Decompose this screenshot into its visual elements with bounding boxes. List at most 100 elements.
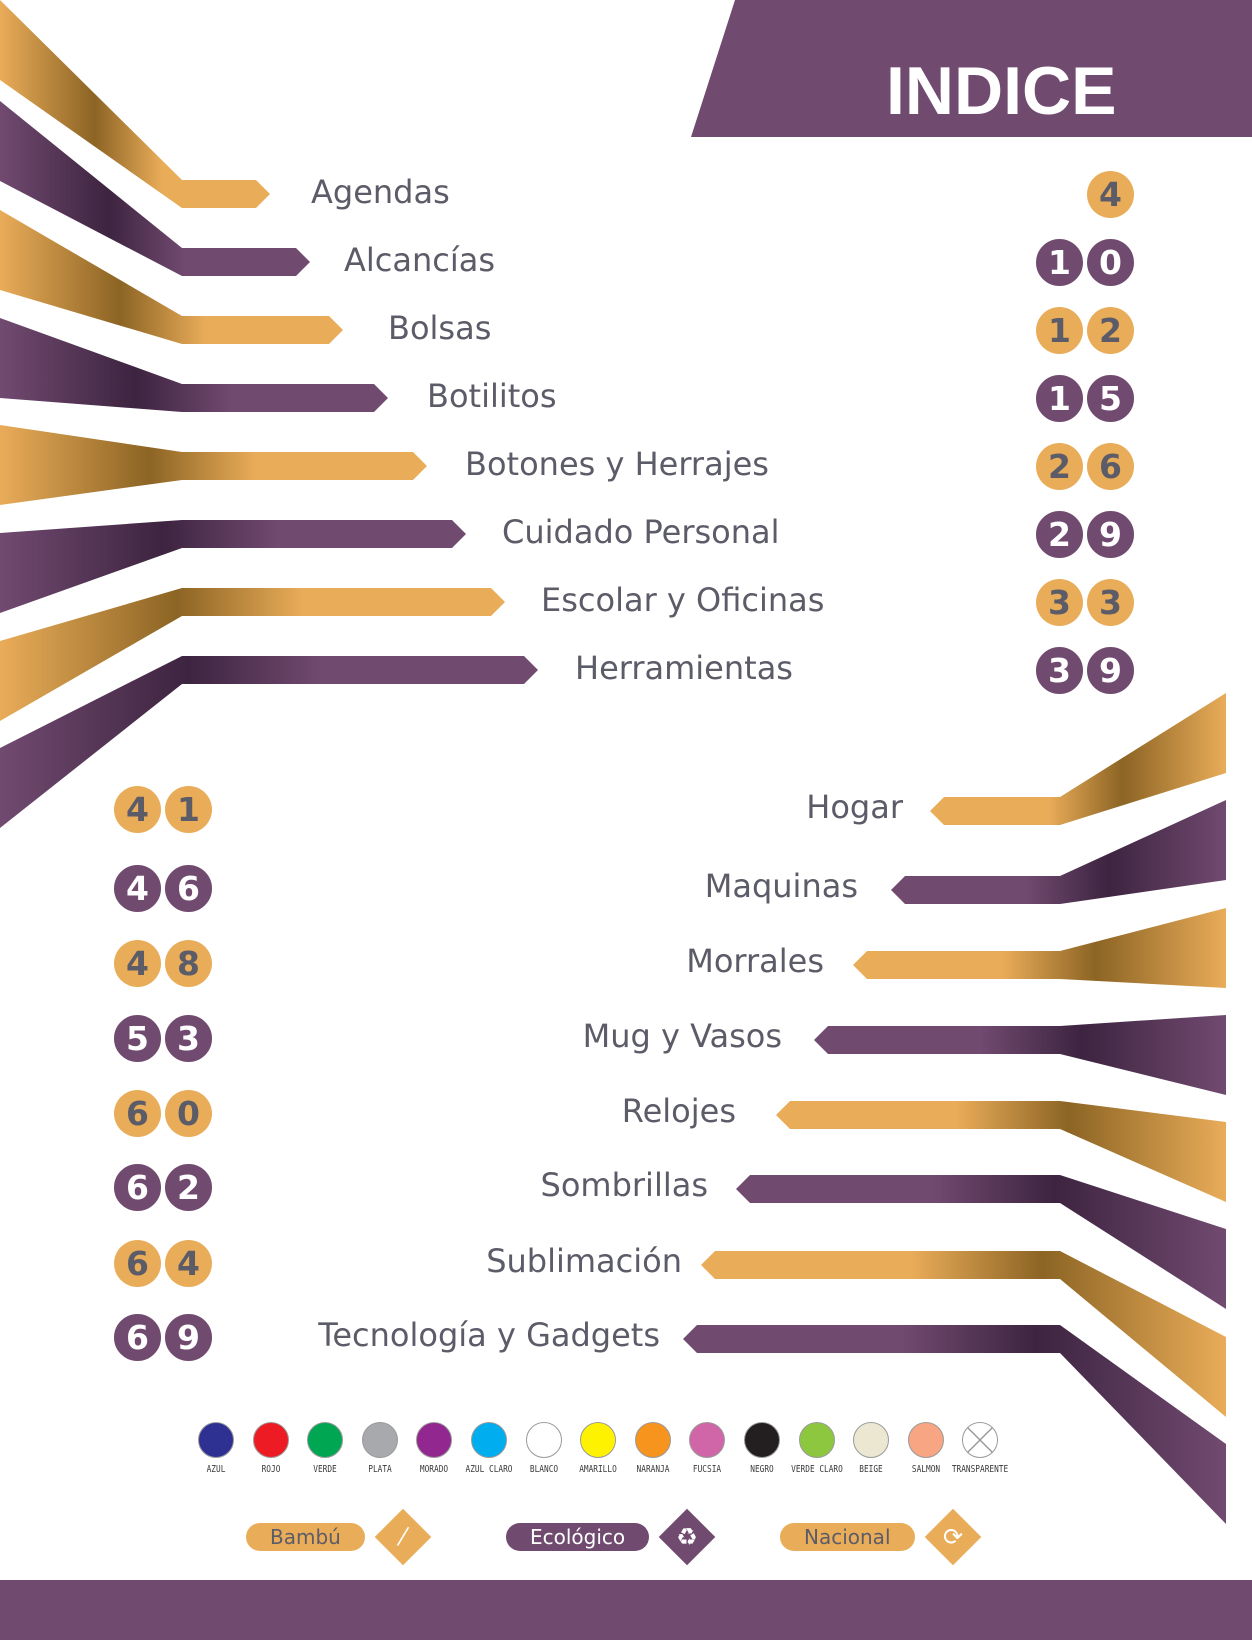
swatch-dot	[361, 1422, 398, 1458]
swatch-dot	[416, 1422, 453, 1458]
index-entry-label[interactable]: Tecnología y Gadgets	[318, 1316, 660, 1354]
swatch-label: AZUL CLARO	[465, 1464, 513, 1475]
color-swatch: MORADO	[394, 1422, 474, 1476]
swatch-dot	[798, 1422, 835, 1458]
color-swatch: AZUL	[176, 1422, 256, 1476]
color-swatch: BLANCO	[504, 1422, 584, 1476]
color-swatch: AMARILLO	[558, 1422, 638, 1476]
swatch-label: PLATA	[368, 1464, 392, 1475]
ribbon-purple	[0, 318, 388, 412]
page-digit: 0	[165, 1090, 212, 1137]
page-digit: 4	[114, 786, 161, 833]
ribbon-purple	[0, 656, 538, 828]
index-entry-label[interactable]: Agendas	[311, 173, 450, 211]
ribbon-purple	[891, 800, 1226, 904]
index-entry-label[interactable]: Cuidado Personal	[502, 513, 780, 551]
index-entry-label[interactable]: Hogar	[806, 788, 903, 826]
legend-label: Ecológico	[506, 1523, 650, 1551]
ribbon-purple	[736, 1175, 1226, 1309]
ribbon-purple	[0, 520, 466, 613]
legend-label: Nacional	[780, 1523, 915, 1551]
swatch-label: VERDE	[313, 1464, 337, 1475]
color-swatch: VERDE CLARO	[777, 1422, 857, 1476]
color-swatch: NEGRO	[722, 1422, 802, 1476]
footer-bar	[0, 1580, 1252, 1640]
swatch-label: ROJO	[261, 1464, 280, 1475]
recycle-icon: ♻	[658, 1508, 716, 1566]
swatch-dot	[744, 1422, 780, 1458]
index-entry-label[interactable]: Sombrillas	[540, 1166, 708, 1204]
swatch-label: AZUL	[206, 1464, 226, 1475]
swatch-label: TRANSPARENTE	[952, 1464, 1009, 1475]
index-entry-label[interactable]: Herramientas	[575, 649, 793, 687]
page-digit: 4	[165, 1240, 212, 1287]
page-digit: 3	[1087, 579, 1134, 626]
legend-badge: Nacional ⟳	[780, 1508, 981, 1566]
swatch-label: SALMON	[911, 1464, 940, 1475]
ribbon-gold	[0, 210, 343, 344]
swatch-label: AMARILLO	[579, 1464, 617, 1475]
swatch-label: MORADO	[420, 1464, 449, 1475]
swatch-label: FUCSIA	[693, 1464, 722, 1475]
legend-badge: Bambú ⁄	[246, 1508, 432, 1566]
index-entry-label[interactable]: Botilitos	[427, 377, 557, 415]
page-digit: 3	[165, 1015, 212, 1062]
swatch-label: NARANJA	[636, 1464, 670, 1475]
swatch-dot	[689, 1422, 726, 1458]
swatch-dot	[307, 1422, 344, 1458]
swatch-dot	[853, 1422, 890, 1458]
index-entry-label[interactable]: Relojes	[621, 1092, 736, 1130]
page-digit: 4	[114, 940, 161, 987]
legend-badge: Ecológico ♻	[506, 1508, 716, 1566]
index-entry-label[interactable]: Bolsas	[388, 309, 492, 347]
page-digit: 6	[114, 1090, 161, 1137]
page-digit: 2	[165, 1164, 212, 1211]
page-digit: 1	[1036, 239, 1083, 286]
index-entry-label[interactable]: Mug y Vasos	[582, 1017, 782, 1055]
color-swatch: TRANSPARENTE	[940, 1422, 1020, 1476]
page-digit: 1	[1036, 307, 1083, 354]
swatch-dot	[198, 1422, 234, 1458]
color-swatch: VERDE	[285, 1422, 365, 1476]
color-swatch: AZUL CLARO	[449, 1422, 529, 1476]
ribbon-gold	[0, 588, 505, 721]
index-entry-label[interactable]: Morrales	[686, 942, 824, 980]
swatch-label: BEIGE	[859, 1464, 883, 1475]
color-swatch: SALMON	[886, 1422, 966, 1476]
index-entry-label[interactable]: Botones y Herrajes	[465, 445, 769, 483]
page-digit: 1	[165, 786, 212, 833]
swatch-dot	[634, 1422, 671, 1458]
page-digit: 8	[165, 940, 212, 987]
swatch-label: VERDE CLARO	[790, 1464, 843, 1475]
ribbon-purple	[814, 1015, 1226, 1095]
page-digit: 0	[1087, 239, 1134, 286]
page-digit: 1	[1036, 375, 1083, 422]
legend-label: Bambú	[246, 1523, 365, 1551]
page-digit: 2	[1036, 443, 1083, 490]
swatch-label: NEGRO	[750, 1464, 774, 1475]
rotate-arrows-icon: ⟳	[924, 1508, 981, 1566]
index-entry-label[interactable]: Maquinas	[704, 867, 858, 905]
color-swatch: PLATA	[340, 1422, 420, 1476]
page-digit: 5	[114, 1015, 161, 1062]
index-entry-label[interactable]: Alcancías	[344, 241, 496, 279]
color-swatch: BEIGE	[831, 1422, 911, 1476]
page-digit: 6	[114, 1314, 161, 1361]
color-swatch: FUCSIA	[667, 1422, 747, 1476]
ribbon-purple	[683, 1325, 1226, 1524]
index-entry-label[interactable]: Sublimación	[486, 1242, 682, 1280]
ribbon-gold	[853, 908, 1226, 988]
ribbon-gold	[0, 425, 427, 505]
page-digit: 9	[1087, 511, 1134, 558]
ribbon-gold	[930, 693, 1226, 825]
ribbon-gold	[701, 1251, 1226, 1417]
page-digit: 6	[114, 1164, 161, 1211]
color-swatch: ROJO	[231, 1422, 311, 1476]
index-entry-label[interactable]: Escolar y Oficinas	[541, 581, 825, 619]
